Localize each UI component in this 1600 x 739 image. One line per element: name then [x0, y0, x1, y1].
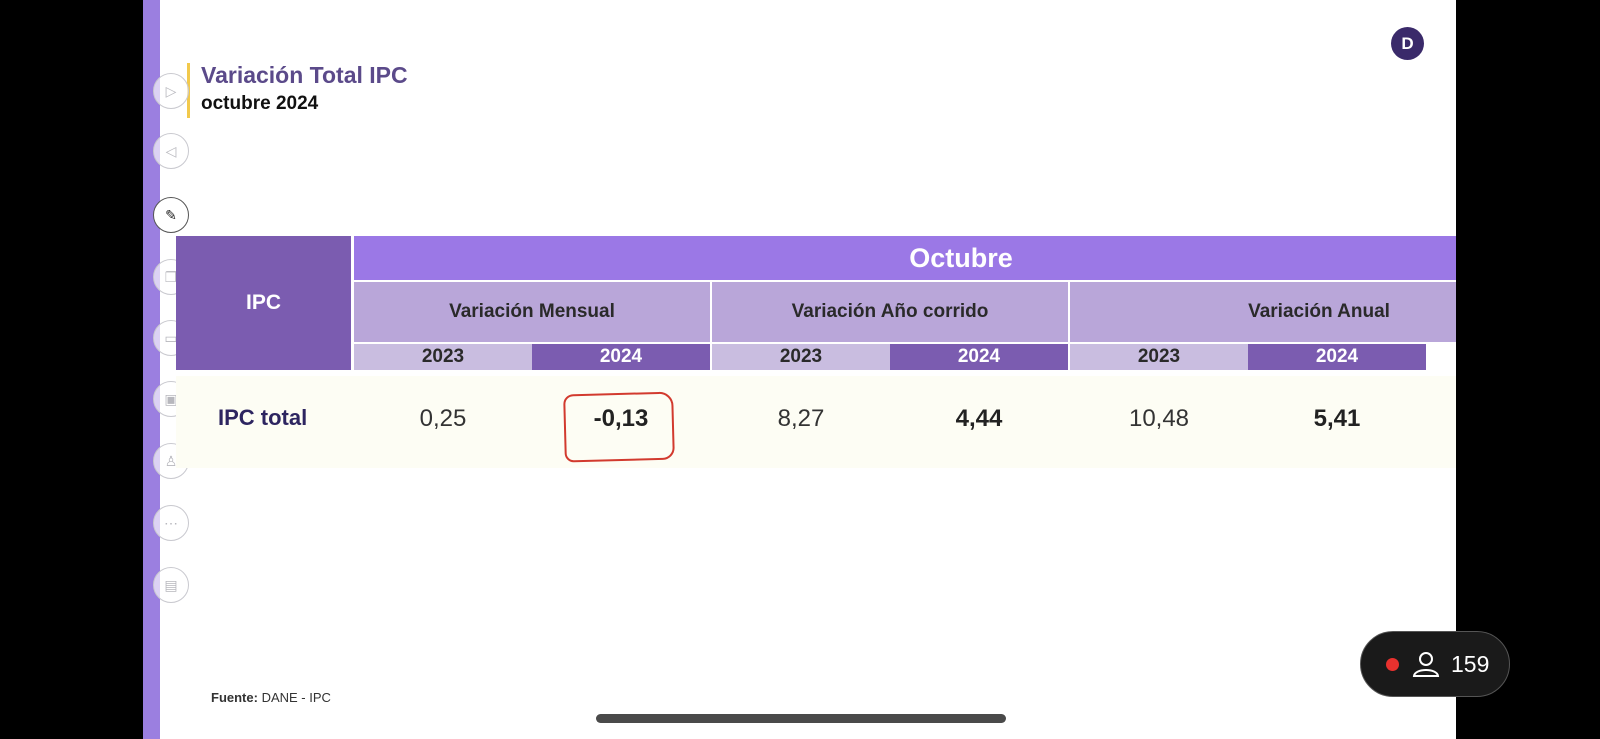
display-settings-icon: ▤: [164, 576, 178, 593]
slide-left-edge: [143, 0, 160, 739]
pen-tool-button[interactable]: ✎: [153, 197, 189, 233]
slide-title: Variación Total IPC: [201, 62, 408, 88]
table-row: [176, 376, 1456, 468]
slide-subtitle: octubre 2024: [201, 93, 319, 114]
home-indicator[interactable]: [596, 714, 1006, 723]
group-header-monthly: Variación Mensual: [354, 282, 710, 342]
viewer-count-badge[interactable]: 159: [1360, 631, 1510, 697]
year-header: 2023: [712, 344, 890, 370]
source-note: Fuente: DANE - IPC: [211, 690, 331, 705]
next-slide-icon: ▷: [165, 82, 177, 99]
user-icon: [1412, 652, 1440, 677]
previous-slide-icon: ◁: [165, 142, 177, 159]
display-settings-button[interactable]: ▤: [153, 567, 189, 603]
live-indicator-icon: [1386, 657, 1399, 671]
ink-highlight-circle: [563, 391, 675, 463]
table-cell: -0,13: [593, 405, 649, 432]
year-header: 2024: [532, 344, 710, 370]
table-row-header: IPC: [176, 236, 351, 370]
table-cell: 5,41: [1313, 405, 1361, 432]
year-header: 2024: [890, 344, 1068, 370]
table-cell: 10,48: [1128, 405, 1190, 432]
dane-logo-icon: D: [1391, 27, 1424, 60]
month-header: Octubre: [354, 236, 1456, 280]
presenter-icon: ♙: [164, 452, 178, 469]
more-options-button[interactable]: ⋯: [153, 505, 189, 541]
camera-icon: ▣: [164, 390, 178, 407]
pen-icon: ✎: [165, 206, 177, 223]
next-slide-button[interactable]: ▷: [153, 73, 189, 109]
table-cell: 4,44: [955, 405, 1003, 432]
copy-icon: ❐: [164, 268, 178, 285]
presentation-slide: Variación Total IPC octubre 2024 D ▷ ◁ ✎…: [143, 0, 1456, 739]
table-cell: 8,27: [777, 405, 825, 432]
subtitles-icon: ▭: [164, 329, 178, 346]
row-label: IPC total: [218, 405, 308, 430]
year-header: 2023: [1070, 344, 1248, 370]
group-header-annual: Variación Anual: [1070, 282, 1456, 342]
source-value: DANE - IPC: [261, 690, 331, 705]
previous-slide-button[interactable]: ◁: [153, 133, 189, 169]
year-header: 2024: [1248, 344, 1426, 370]
table-cell: 0,25: [419, 405, 467, 432]
group-header-year-to-date: Variación Año corrido: [712, 282, 1068, 342]
viewer-count: 159: [1451, 650, 1490, 677]
year-header: 2023: [354, 344, 532, 370]
source-label: Fuente:: [211, 690, 258, 705]
more-options-icon: ⋯: [164, 514, 178, 531]
